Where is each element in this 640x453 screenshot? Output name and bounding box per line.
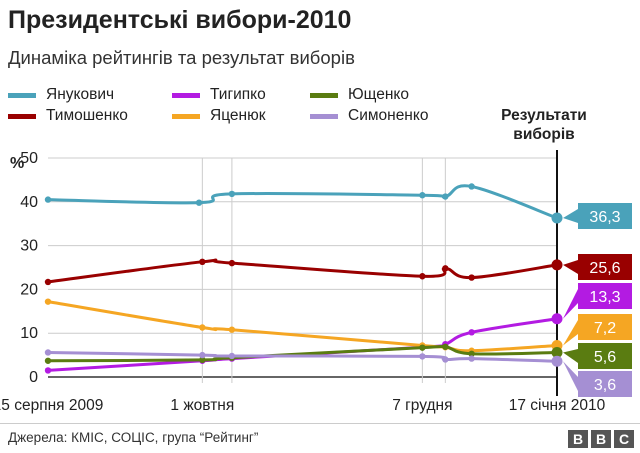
bbc-logo: B B C xyxy=(568,430,634,448)
result-point xyxy=(551,355,563,367)
data-point xyxy=(199,356,206,364)
data-point xyxy=(442,265,449,272)
data-point xyxy=(195,199,203,206)
data-point xyxy=(199,351,206,359)
bbc-logo-letter: B xyxy=(591,430,611,448)
y-tick-label: 50 xyxy=(20,150,38,167)
legend-swatch xyxy=(310,92,338,98)
result-label-box xyxy=(578,203,632,229)
result-value-label: 7,2 xyxy=(594,320,616,337)
result-label-pointer xyxy=(563,320,578,346)
data-point xyxy=(228,326,236,333)
data-point xyxy=(44,349,52,356)
source-note: Джерела: КМІС, СОЦІС, група “Рейтинг” xyxy=(8,430,259,445)
result-point xyxy=(551,212,563,224)
result-label-pointer xyxy=(563,349,578,363)
line-chart: 0 10 20 30 40 50% 15 серпня 2009 1 жовтня 7 груд… xyxy=(0,150,632,414)
result-label-box xyxy=(578,343,632,369)
result-label-pointer xyxy=(563,260,578,274)
y-tick-label: 40 xyxy=(20,194,38,211)
series-line xyxy=(46,317,559,372)
legend-label: Тигипко xyxy=(210,86,266,103)
result-label-pointer xyxy=(563,361,578,391)
data-point xyxy=(442,343,449,350)
result-point xyxy=(551,346,563,358)
x-tick-label: 7 грудня xyxy=(392,397,452,414)
y-tick-label: 30 xyxy=(20,238,38,255)
data-point xyxy=(44,278,52,286)
y-tick-label: 0 xyxy=(29,369,38,386)
data-point xyxy=(228,190,236,198)
data-point xyxy=(228,352,236,360)
legend-item-tihipko: Тигипко xyxy=(172,86,266,104)
data-point xyxy=(228,259,236,267)
data-point xyxy=(419,353,426,360)
legend-swatch xyxy=(310,113,338,119)
legend-label: Яценюк xyxy=(210,107,266,124)
legend-item-yushchenko: Ющенко xyxy=(310,86,409,104)
y-axis-label: % xyxy=(10,155,24,172)
legend-item-yatsenyuk: Яценюк xyxy=(172,107,265,125)
result-label-box xyxy=(578,254,632,280)
data-point xyxy=(468,274,475,281)
legend-label: Ющенко xyxy=(348,86,409,103)
bbc-logo-letter: B xyxy=(568,430,588,448)
legend-swatch xyxy=(8,92,36,98)
data-point xyxy=(44,357,52,364)
footer-divider xyxy=(0,423,640,424)
x-tick-label: 17 січня 2010 xyxy=(509,397,606,414)
legend-label: Янукович xyxy=(46,86,115,103)
data-point xyxy=(468,355,475,362)
series-line xyxy=(46,258,559,284)
result-label-pointer xyxy=(563,209,578,223)
data-point xyxy=(419,344,426,351)
result-value-label: 5,6 xyxy=(594,349,616,366)
result-label-pointer xyxy=(563,289,578,319)
legend-item-tymoshenko: Тимошенко xyxy=(8,107,128,125)
data-point xyxy=(442,356,449,363)
x-tick-label: 1 жовтня xyxy=(170,397,234,414)
data-point xyxy=(442,193,449,200)
data-point xyxy=(44,367,52,374)
chart-title: Президентські вибори-2010 xyxy=(8,6,352,34)
result-label-box xyxy=(578,314,632,340)
result-point xyxy=(551,259,563,271)
results-header: Результати виборів xyxy=(494,106,594,144)
results-header-line: виборів xyxy=(513,126,575,143)
result-label-box xyxy=(578,283,632,309)
data-point xyxy=(44,196,52,203)
results-header-line: Результати xyxy=(501,107,587,124)
data-point xyxy=(199,258,206,266)
legend-label: Тимошенко xyxy=(46,107,128,124)
result-value-label: 25,6 xyxy=(589,260,620,277)
y-tick-label: 20 xyxy=(20,281,38,298)
data-point xyxy=(419,192,426,199)
bbc-logo-letter: C xyxy=(614,430,634,448)
data-point xyxy=(468,329,475,336)
result-point xyxy=(551,313,563,325)
x-tick-label: 15 серпня 2009 xyxy=(0,397,103,414)
data-point xyxy=(468,183,475,190)
result-label-box xyxy=(578,371,632,397)
result-value-label: 36,3 xyxy=(589,209,620,226)
y-tick-label: 10 xyxy=(20,325,38,342)
data-point xyxy=(199,324,206,331)
chart-subtitle: Динаміка рейтингів та результат виборів xyxy=(8,47,355,68)
legend-swatch xyxy=(8,113,36,119)
series-line xyxy=(46,300,559,353)
result-value-label: 3,6 xyxy=(594,377,616,394)
result-value-label: 13,3 xyxy=(589,289,620,306)
legend-item-symonenko: Симоненко xyxy=(310,107,428,125)
legend-label: Симоненко xyxy=(348,107,429,124)
legend-swatch xyxy=(172,113,200,119)
legend-item-yanukovych: Янукович xyxy=(8,86,114,104)
legend-swatch xyxy=(172,92,200,98)
data-point xyxy=(419,273,426,280)
data-point xyxy=(468,350,475,357)
data-point xyxy=(44,298,52,305)
